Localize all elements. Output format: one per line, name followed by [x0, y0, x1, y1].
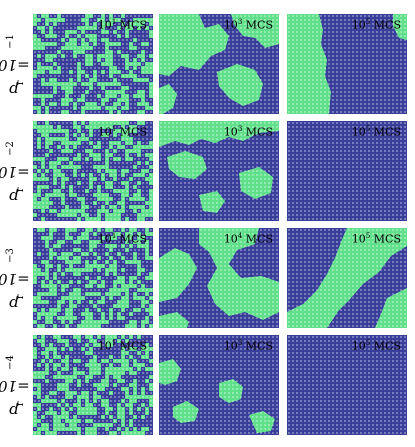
- green-domain: [287, 14, 331, 114]
- green-domain: [159, 84, 177, 114]
- panel-r2-c2: 105 MCS: [287, 228, 407, 328]
- row-label-pr-4: pr=10−4: [0, 354, 30, 420]
- green-domain: [159, 359, 181, 385]
- green-domain: [249, 411, 275, 433]
- panel-r1-c2: 105 MCS: [287, 121, 407, 221]
- panel-r1-c0: 101 MCS: [33, 121, 153, 221]
- green-domain: [159, 312, 189, 328]
- panel-r2-c0: 101 MCS: [33, 228, 153, 328]
- green-domain: [199, 191, 225, 213]
- panel-r0-c0: 101 MCS: [33, 14, 153, 114]
- time-label: 101 MCS: [97, 125, 147, 139]
- panel-r1-c1: 103 MCS: [159, 121, 279, 221]
- panel-r3-c0: 101 MCS: [33, 335, 153, 435]
- panel-r0-c2: 105 MCS: [287, 14, 407, 114]
- green-domain: [239, 167, 273, 199]
- green-domain: [219, 379, 243, 403]
- time-label: 105 MCS: [351, 125, 401, 139]
- time-label: 103 MCS: [223, 125, 273, 139]
- green-domain: [375, 288, 407, 328]
- green-domain: [217, 64, 263, 106]
- green-domain: [173, 401, 199, 423]
- panel-r0-c1: 103 MCS: [159, 14, 279, 114]
- green-domain: [167, 151, 207, 179]
- panel-r2-c1: 104 MCS: [159, 228, 279, 328]
- time-label: 101 MCS: [97, 339, 147, 353]
- panel-r3-c2: 105 MCS: [287, 335, 407, 435]
- panel-r3-c1: 103 MCS: [159, 335, 279, 435]
- time-label: 105 MCS: [351, 339, 401, 353]
- time-label: 103 MCS: [223, 339, 273, 353]
- time-label: 101 MCS: [97, 232, 147, 246]
- time-label: 105 MCS: [351, 232, 401, 246]
- time-label: 103 MCS: [223, 18, 273, 32]
- green-domain: [159, 14, 229, 76]
- time-label: 101 MCS: [97, 18, 147, 32]
- time-label: 105 MCS: [351, 18, 401, 32]
- row-label-pr-2: pr=10−2: [0, 140, 30, 206]
- row-label-pr-1: pr=10−1: [0, 33, 30, 99]
- time-label: 104 MCS: [223, 232, 273, 246]
- green-domain: [159, 248, 197, 302]
- row-label-pr-3: pr=10−3: [0, 247, 30, 313]
